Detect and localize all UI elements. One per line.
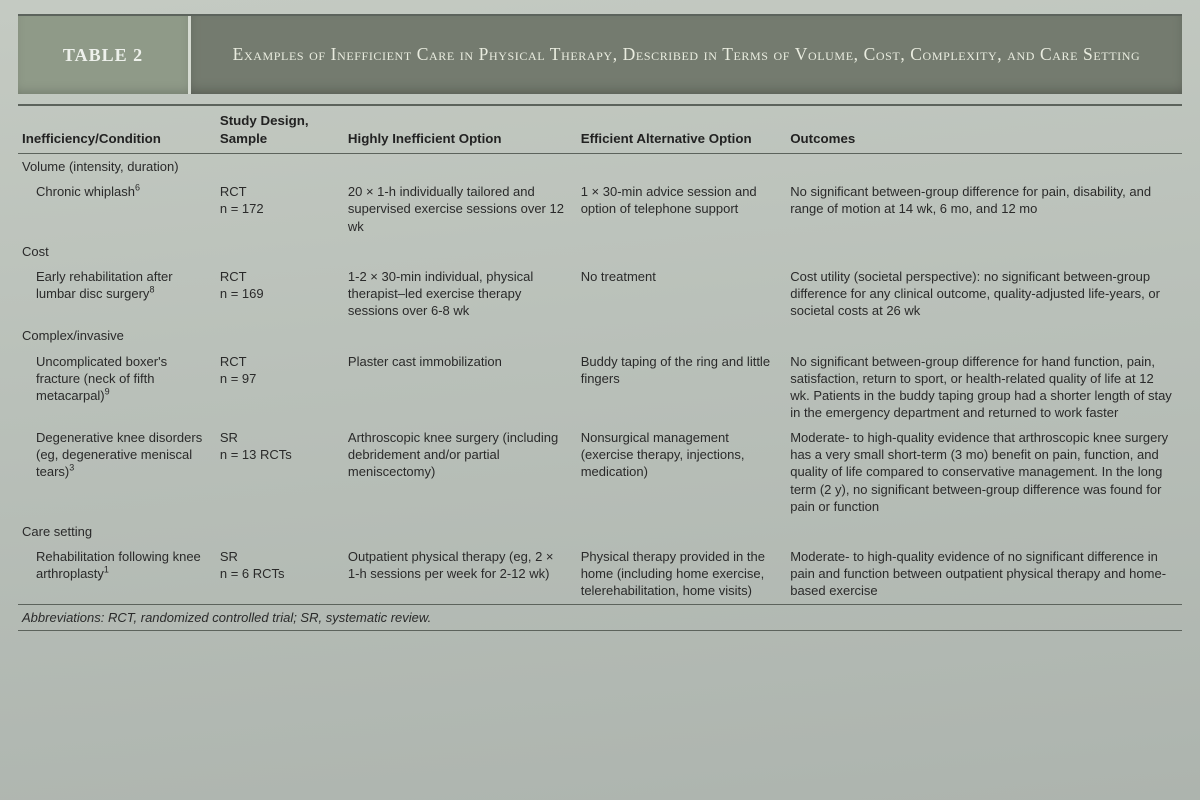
col-inefficient: Highly Inefficient Option	[344, 106, 577, 154]
col-inefficiency: Inefficiency/Condition	[18, 106, 216, 154]
cell-condition: Rehabilitation following knee arthroplas…	[18, 544, 216, 604]
category-row: Volume (intensity, duration)	[18, 154, 1182, 180]
table-figure: { "colors": { "page_bg_top": "#c4cac2", …	[0, 0, 1200, 800]
cell-condition: Chronic whiplash6	[18, 179, 216, 238]
cell-condition: Degenerative knee disorders (eg, degener…	[18, 425, 216, 519]
abbreviations-text: Abbreviations: RCT, randomized controlle…	[18, 604, 1182, 630]
table-row: Rehabilitation following knee arthroplas…	[18, 544, 1182, 604]
table-label: TABLE 2	[18, 16, 191, 94]
cell-design: RCTn = 97	[216, 349, 344, 426]
table-head: Inefficiency/Condition Study Design, Sam…	[18, 106, 1182, 154]
cell-design: RCTn = 169	[216, 264, 344, 323]
cell-outcomes: No significant between-group difference …	[786, 179, 1182, 238]
category-row: Complex/invasive	[18, 323, 1182, 348]
cell-alternative: No treatment	[577, 264, 787, 323]
cell-inefficient: 1-2 × 30-min individual, physical therap…	[344, 264, 577, 323]
table-header-bar: TABLE 2 Examples of Inefficient Care in …	[18, 16, 1182, 94]
category-label: Complex/invasive	[18, 323, 1182, 348]
table-title: Examples of Inefficient Care in Physical…	[191, 16, 1182, 94]
table-row: Degenerative knee disorders (eg, degener…	[18, 425, 1182, 519]
cell-alternative: Nonsurgical management (exercise therapy…	[577, 425, 787, 519]
cell-alternative: Buddy taping of the ring and little fing…	[577, 349, 787, 426]
table-row: Uncomplicated boxer's fracture (neck of …	[18, 349, 1182, 426]
cell-alternative: Physical therapy provided in the home (i…	[577, 544, 787, 604]
cell-inefficient: Outpatient physical therapy (eg, 2 × 1-h…	[344, 544, 577, 604]
cell-outcomes: Moderate- to high-quality evidence of no…	[786, 544, 1182, 604]
cell-inefficient: Arthroscopic knee surgery (including deb…	[344, 425, 577, 519]
cell-inefficient: Plaster cast immobilization	[344, 349, 577, 426]
cell-design: RCTn = 172	[216, 179, 344, 238]
table-body: Volume (intensity, duration)Chronic whip…	[18, 154, 1182, 604]
cell-design: SRn = 13 RCTs	[216, 425, 344, 519]
table-row: Chronic whiplash6RCTn = 17220 × 1-h indi…	[18, 179, 1182, 238]
abbreviations-row: Abbreviations: RCT, randomized controlle…	[18, 604, 1182, 630]
category-row: Care setting	[18, 519, 1182, 544]
cell-outcomes: Cost utility (societal perspective): no …	[786, 264, 1182, 323]
col-outcomes: Outcomes	[786, 106, 1182, 154]
data-table: Inefficiency/Condition Study Design, Sam…	[18, 106, 1182, 631]
category-label: Care setting	[18, 519, 1182, 544]
cell-inefficient: 20 × 1-h individually tailored and super…	[344, 179, 577, 238]
cell-condition: Uncomplicated boxer's fracture (neck of …	[18, 349, 216, 426]
category-row: Cost	[18, 239, 1182, 264]
cell-condition: Early rehabilitation after lumbar disc s…	[18, 264, 216, 323]
cell-outcomes: Moderate- to high-quality evidence that …	[786, 425, 1182, 519]
category-label: Volume (intensity, duration)	[18, 154, 1182, 180]
cell-design: SRn = 6 RCTs	[216, 544, 344, 604]
cell-alternative: 1 × 30-min advice session and option of …	[577, 179, 787, 238]
category-label: Cost	[18, 239, 1182, 264]
table-row: Early rehabilitation after lumbar disc s…	[18, 264, 1182, 323]
col-alternative: Efficient Alternative Option	[577, 106, 787, 154]
col-design: Study Design, Sample	[216, 106, 344, 154]
cell-outcomes: No significant between-group difference …	[786, 349, 1182, 426]
